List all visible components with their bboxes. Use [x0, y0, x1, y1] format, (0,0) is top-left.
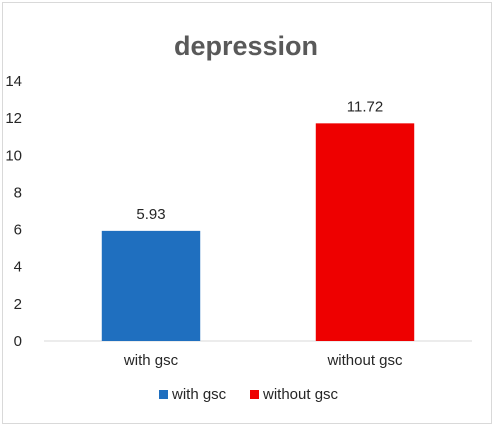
- y-tick-label: 8: [14, 184, 22, 201]
- legend-swatch: [159, 390, 168, 399]
- y-tick-label: 14: [5, 73, 22, 90]
- legend-swatch: [250, 390, 259, 399]
- data-label: 5.93: [136, 206, 165, 223]
- bars: [101, 123, 415, 341]
- legend: with gsc without gsc: [159, 386, 339, 403]
- y-tick-label: 2: [14, 296, 22, 313]
- x-tick-label: with gsc: [123, 352, 179, 369]
- chart-title: depression: [174, 31, 318, 61]
- data-label: 11.72: [347, 98, 383, 115]
- y-tick-label: 10: [5, 147, 22, 164]
- bar-2: [315, 123, 415, 341]
- x-axis: with gsc without gsc: [123, 352, 403, 369]
- y-tick-label: 6: [14, 222, 22, 239]
- legend-label: with gsc: [171, 386, 227, 403]
- data-labels: 5.93 11.72: [136, 98, 383, 223]
- y-tick-label: 0: [14, 333, 22, 350]
- legend-label: without gsc: [262, 386, 339, 403]
- y-tick-label: 4: [14, 259, 22, 276]
- bar-1: [101, 230, 201, 341]
- y-tick-label: 12: [5, 110, 22, 127]
- x-tick-label: without gsc: [326, 352, 403, 369]
